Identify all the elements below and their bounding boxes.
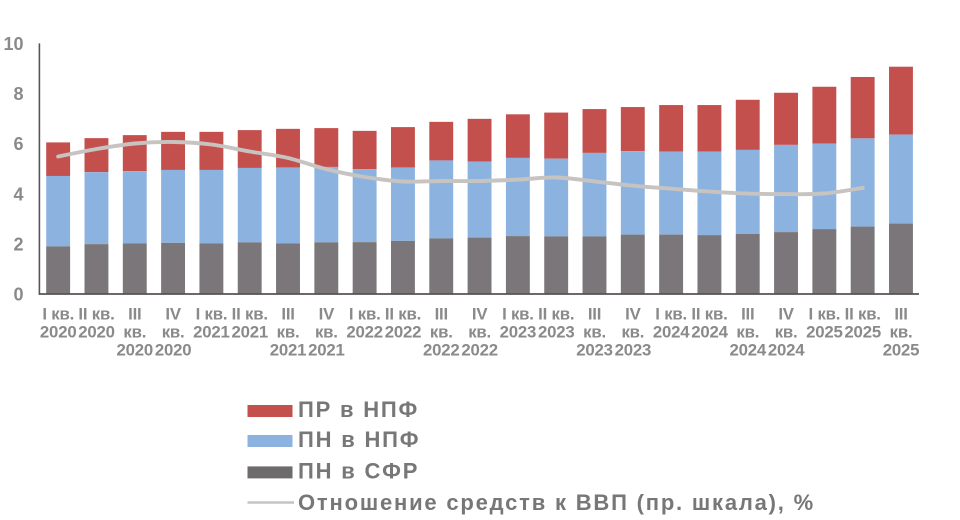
- svg-text:кв.: кв.: [621, 323, 644, 342]
- svg-text:IV: IV: [472, 305, 488, 324]
- svg-text:IV: IV: [165, 305, 181, 324]
- svg-text:кв.: кв.: [162, 323, 185, 342]
- svg-text:ПН в СФР: ПН в СФР: [298, 459, 419, 484]
- svg-text:кв.: кв.: [890, 323, 913, 342]
- svg-text:III: III: [894, 305, 907, 324]
- svg-text:2020: 2020: [40, 323, 77, 342]
- svg-text:I кв.: I кв.: [655, 305, 687, 324]
- svg-text:2022: 2022: [461, 341, 498, 360]
- svg-text:2023: 2023: [615, 341, 652, 360]
- svg-text:2020: 2020: [155, 341, 192, 360]
- svg-text:кв.: кв.: [277, 323, 300, 342]
- svg-text:2023: 2023: [538, 323, 575, 342]
- svg-text:III: III: [588, 305, 601, 324]
- svg-text:кв.: кв.: [736, 323, 759, 342]
- svg-text:кв.: кв.: [468, 323, 491, 342]
- svg-text:2024: 2024: [730, 341, 767, 360]
- svg-text:I кв.: I кв.: [502, 305, 534, 324]
- svg-text:III: III: [281, 305, 294, 324]
- svg-text:III: III: [741, 305, 754, 324]
- svg-text:2022: 2022: [385, 323, 422, 342]
- svg-text:II кв.: II кв.: [232, 305, 268, 324]
- svg-text:IV: IV: [319, 305, 335, 324]
- svg-text:2022: 2022: [423, 341, 460, 360]
- svg-text:2022: 2022: [346, 323, 383, 342]
- svg-text:Отношение средств к ВВП (пр. ш: Отношение средств к ВВП (пр. шкала), %: [298, 490, 815, 515]
- svg-text:IV: IV: [625, 305, 641, 324]
- svg-text:кв.: кв.: [123, 323, 146, 342]
- svg-text:2: 2: [13, 234, 23, 254]
- svg-text:2024: 2024: [691, 323, 728, 342]
- svg-text:I кв.: I кв.: [42, 305, 74, 324]
- svg-text:кв.: кв.: [583, 323, 606, 342]
- svg-text:2024: 2024: [653, 323, 690, 342]
- svg-text:6: 6: [13, 134, 23, 154]
- svg-text:2024: 2024: [768, 341, 805, 360]
- svg-text:IV: IV: [778, 305, 794, 324]
- svg-text:I кв.: I кв.: [809, 305, 841, 324]
- svg-text:III: III: [128, 305, 141, 324]
- svg-text:кв.: кв.: [430, 323, 453, 342]
- svg-text:II кв.: II кв.: [78, 305, 114, 324]
- svg-text:2025: 2025: [844, 323, 881, 342]
- svg-text:I кв.: I кв.: [349, 305, 381, 324]
- svg-text:2020: 2020: [78, 323, 115, 342]
- svg-text:II кв.: II кв.: [845, 305, 881, 324]
- svg-text:2021: 2021: [308, 341, 345, 360]
- svg-text:2023: 2023: [500, 323, 537, 342]
- svg-text:ПН в НПФ: ПН в НПФ: [298, 427, 420, 452]
- svg-text:II кв.: II кв.: [385, 305, 421, 324]
- svg-text:II кв.: II кв.: [538, 305, 574, 324]
- svg-text:4: 4: [13, 184, 23, 204]
- svg-text:0: 0: [13, 285, 23, 305]
- svg-text:2021: 2021: [231, 323, 268, 342]
- svg-text:2025: 2025: [806, 323, 843, 342]
- svg-text:2023: 2023: [576, 341, 613, 360]
- svg-text:III: III: [435, 305, 448, 324]
- svg-text:2021: 2021: [193, 323, 230, 342]
- svg-text:10: 10: [3, 34, 23, 54]
- svg-text:2020: 2020: [117, 341, 154, 360]
- svg-text:2021: 2021: [270, 341, 307, 360]
- svg-text:8: 8: [13, 84, 23, 104]
- svg-text:ПР в НПФ: ПР в НПФ: [298, 397, 419, 422]
- svg-text:II кв.: II кв.: [691, 305, 727, 324]
- svg-text:кв.: кв.: [315, 323, 338, 342]
- svg-text:кв.: кв.: [775, 323, 798, 342]
- svg-text:I кв.: I кв.: [196, 305, 228, 324]
- svg-text:2025: 2025: [883, 341, 920, 360]
